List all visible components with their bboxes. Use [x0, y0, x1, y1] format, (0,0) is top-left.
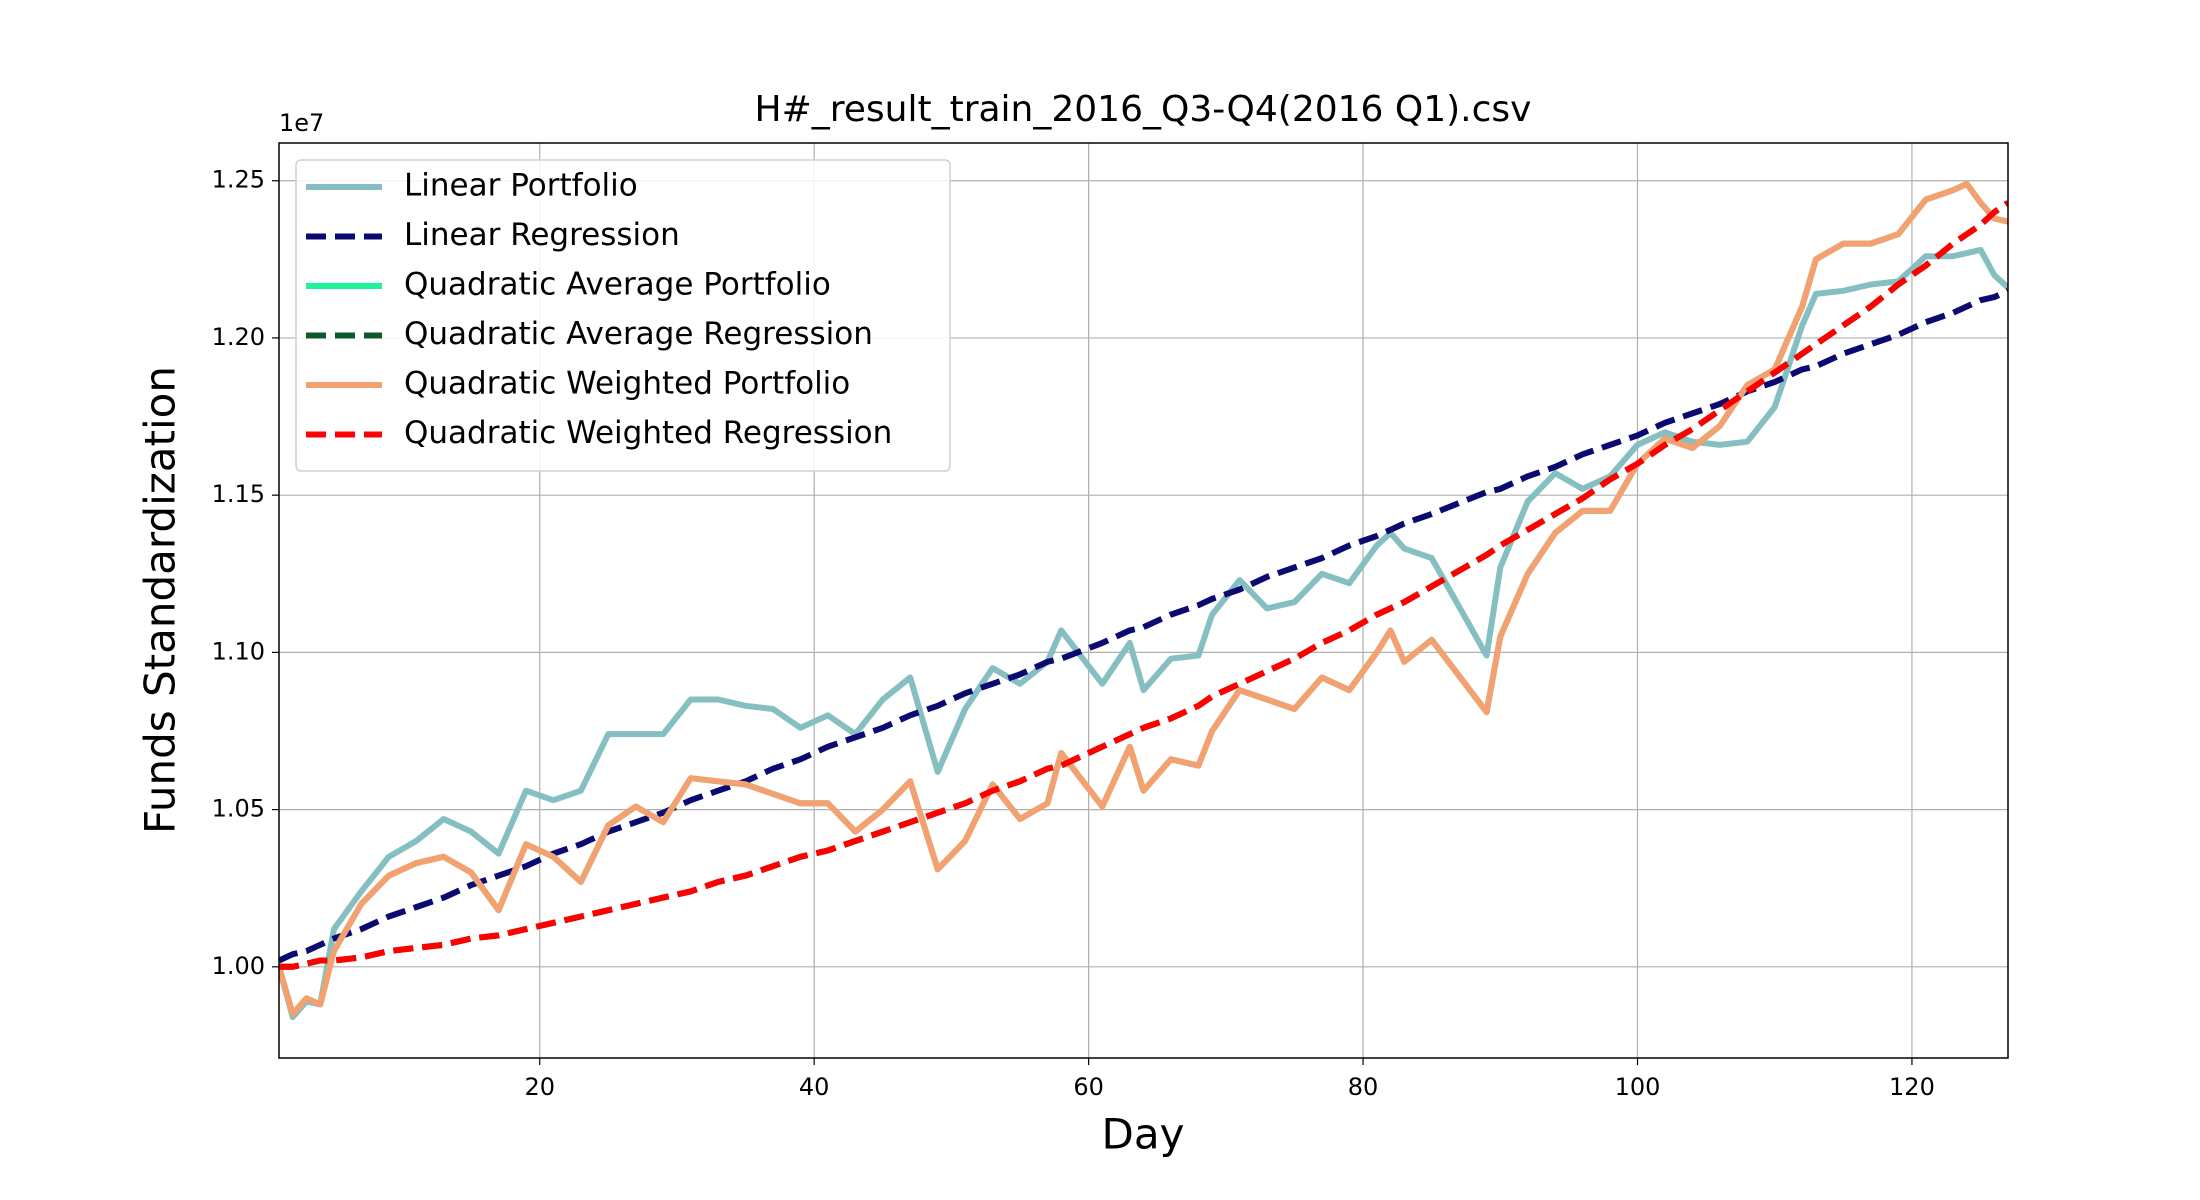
plot-area [279, 180, 2008, 1021]
legend-label: Linear Portfolio [404, 168, 638, 204]
x-tick-label: 40 [799, 1073, 830, 1101]
legend-label: Linear Regression [404, 217, 680, 253]
y-axis-label: Funds Standardization [136, 366, 185, 834]
x-axis-label: Day [1102, 1110, 1185, 1159]
y-tick-label: 1.15 [212, 480, 265, 508]
y-tick-label: 1.20 [212, 323, 265, 351]
series-line [279, 200, 2008, 970]
chart-title: H#_result_train_2016_Q3-Q4(2016 Q1).csv [755, 89, 1532, 130]
x-tick-label: 20 [524, 1073, 555, 1101]
series-line [279, 180, 2008, 1017]
y-tick-label: 1.25 [212, 166, 265, 194]
legend-label: Quadratic Average Portfolio [404, 267, 831, 303]
plot-frame [278, 142, 2009, 1059]
x-tick-label: 60 [1073, 1073, 1104, 1101]
x-tick-label: 120 [1889, 1073, 1935, 1101]
y-offset-label: 1e7 [279, 109, 324, 137]
legend-box [295, 159, 951, 472]
y-tick-label: 1.05 [212, 795, 265, 823]
x-tick-label: 80 [1348, 1073, 1379, 1101]
legend-label: Quadratic Average Regression [404, 316, 873, 352]
x-tick-label: 100 [1615, 1073, 1661, 1101]
series-line [279, 246, 2008, 1021]
y-tick-label: 1.00 [212, 952, 265, 980]
legend-label: Quadratic Weighted Regression [404, 415, 892, 451]
y-tick-label: 1.10 [212, 637, 265, 665]
legend-label: Quadratic Weighted Portfolio [404, 366, 850, 402]
series-line [279, 288, 2008, 964]
